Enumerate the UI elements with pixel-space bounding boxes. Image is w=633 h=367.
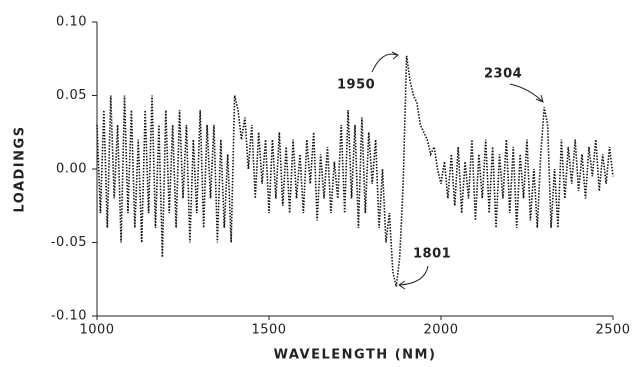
y-tick-label: -0.10 [51,309,87,324]
annotation: 2304 [484,67,522,82]
x-axis-title: WAVELENGTH (NM) [274,348,437,363]
x-tick-label: 2000 [423,323,458,338]
y-tick-label: 0.00 [56,162,87,177]
annotation-arrow [371,53,398,73]
y-axis-title: LOADINGS [13,125,28,212]
y-tick-label: 0.10 [56,15,87,30]
x-tick-label: 1000 [79,323,114,338]
x-tick-label: 1500 [251,323,286,338]
annotation: 1950 [337,78,375,93]
arrowhead [391,51,399,60]
arrowhead [398,280,406,290]
annotation: 1801 [413,247,451,262]
data-line [96,55,614,287]
x-tick-label: 2500 [595,323,630,338]
arrowhead [535,94,544,103]
annotation-arrow [509,83,543,102]
y-tick-label: 0.05 [56,88,87,103]
y-tick-label: -0.05 [51,235,87,250]
annotation-arrow [399,265,429,286]
